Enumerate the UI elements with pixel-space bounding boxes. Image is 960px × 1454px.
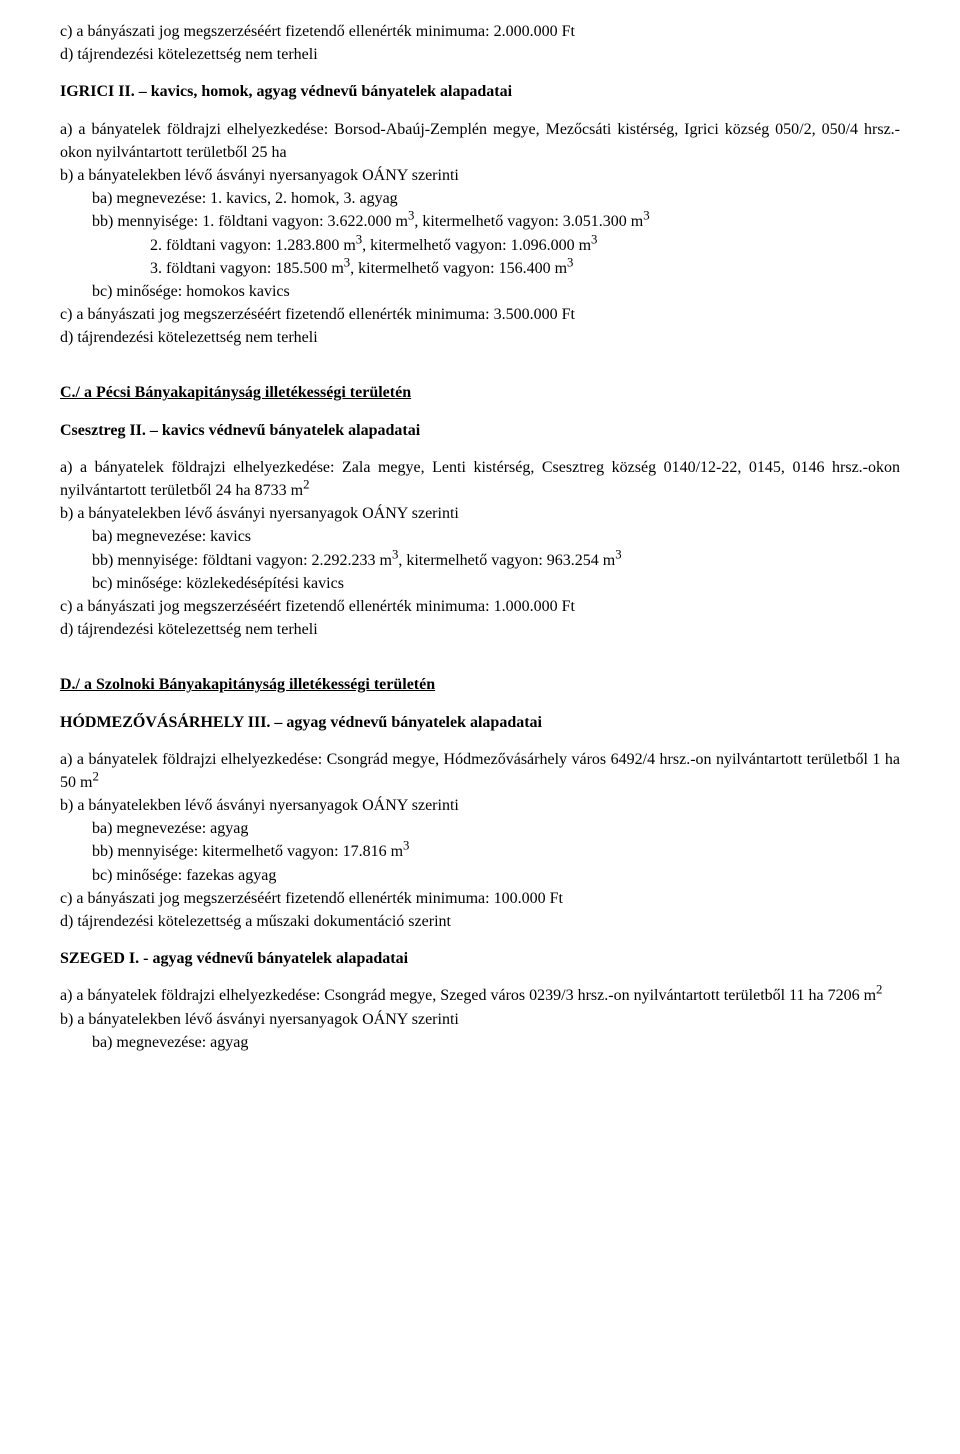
block5-line-a: a) a bányatelek földrajzi elhelyezkedése… bbox=[60, 984, 900, 1007]
block4-line-c: c) a bányászati jog megszerzéséért fizet… bbox=[60, 887, 900, 910]
block1-line-c: c) a bányászati jog megszerzéséért fizet… bbox=[60, 20, 900, 43]
block2-bb2-text2: , kitermelhető vagyon: 1.096.000 m bbox=[362, 237, 591, 254]
block2-line-bb2: 2. földtani vagyon: 1.283.800 m 3, kiterm… bbox=[60, 234, 900, 257]
block2-bb2-text1: 2. földtani vagyon: 1.283.800 m bbox=[150, 237, 356, 254]
block4-line-d: d) tájrendezési kötelezettség a műszaki … bbox=[60, 910, 900, 933]
block2-bb-text1: bb) mennyisége: 1. földtani vagyon: 3.62… bbox=[92, 213, 408, 230]
block3-line-d: d) tájrendezési kötelezettség nem terhel… bbox=[60, 618, 900, 641]
block4-line-ba: ba) megnevezése: agyag bbox=[60, 817, 900, 840]
block3-line-c: c) a bányászati jog megszerzéséért fizet… bbox=[60, 595, 900, 618]
block2-line-bb: bb) mennyisége: 1. földtani vagyon: 3.62… bbox=[60, 210, 900, 233]
block2-bb3-sup2: 3 bbox=[567, 255, 573, 269]
block5-title: SZEGED I. - agyag védnevű bányatelek ala… bbox=[60, 947, 900, 970]
block4-bb-text1: bb) mennyisége: kitermelhető vagyon: 17.… bbox=[92, 843, 403, 860]
section-c-heading: C./ a Pécsi Bányakapitányság illetékessé… bbox=[60, 381, 900, 404]
block4-line-bb: bb) mennyisége: kitermelhető vagyon: 17.… bbox=[60, 840, 900, 863]
block2-bb-text2: , kitermelhető vagyon: 3.051.300 m bbox=[414, 213, 643, 230]
block5-line-b: b) a bányatelekben lévő ásványi nyersany… bbox=[60, 1008, 900, 1031]
block2-bb-sup2: 3 bbox=[643, 209, 649, 223]
block3-bb-text2: , kitermelhető vagyon: 963.254 m bbox=[398, 552, 615, 569]
block2-title: IGRICI II. – kavics, homok, agyag védnev… bbox=[60, 80, 900, 103]
block3-line-a: a) a bányatelek földrajzi elhelyezkedése… bbox=[60, 456, 900, 502]
block3-line-b: b) a bányatelekben lévő ásványi nyersany… bbox=[60, 502, 900, 525]
block2-bb2-sup2: 3 bbox=[591, 232, 597, 246]
block3-a-sup: 2 bbox=[303, 478, 309, 492]
block2-line-ba: ba) megnevezése: 1. kavics, 2. homok, 3.… bbox=[60, 187, 900, 210]
block2-line-b: b) a bányatelekben lévő ásványi nyersany… bbox=[60, 164, 900, 187]
block3-bb-text1: bb) mennyisége: földtani vagyon: 2.292.2… bbox=[92, 552, 392, 569]
block3-line-bc: bc) minősége: közlekedésépítési kavics bbox=[60, 572, 900, 595]
block3-line-bb: bb) mennyisége: földtani vagyon: 2.292.2… bbox=[60, 549, 900, 572]
block4-title: HÓDMEZŐVÁSÁRHELY III. – agyag védnevű bá… bbox=[60, 711, 900, 734]
block5-a-sup: 2 bbox=[876, 983, 882, 997]
block3-line-ba: ba) megnevezése: kavics bbox=[60, 525, 900, 548]
block4-line-b: b) a bányatelekben lévő ásványi nyersany… bbox=[60, 794, 900, 817]
block2-line-bc: bc) minősége: homokos kavics bbox=[60, 280, 900, 303]
block2-line-a: a) a bányatelek földrajzi elhelyezkedése… bbox=[60, 118, 900, 164]
block2-bb3-text2: , kitermelhető vagyon: 156.400 m bbox=[350, 260, 567, 277]
block2-bb3-text1: 3. földtani vagyon: 185.500 m bbox=[150, 260, 344, 277]
block2-line-bb3: 3. földtani vagyon: 185.500 m 3, kitermel… bbox=[60, 257, 900, 280]
section-d-heading: D./ a Szolnoki Bányakapitányság illetéke… bbox=[60, 673, 900, 696]
block2-line-d: d) tájrendezési kötelezettség nem terhel… bbox=[60, 326, 900, 349]
block3-bb-sup2: 3 bbox=[615, 547, 621, 561]
block3-a-text: a) a bányatelek földrajzi elhelyezkedése… bbox=[60, 459, 900, 499]
block1-line-d: d) tájrendezési kötelezettség nem terhel… bbox=[60, 43, 900, 66]
block5-a-text: a) a bányatelek földrajzi elhelyezkedése… bbox=[60, 987, 876, 1004]
block3-title: Csesztreg II. – kavics védnevű bányatele… bbox=[60, 419, 900, 442]
block4-line-a: a) a bányatelek földrajzi elhelyezkedése… bbox=[60, 748, 900, 794]
block4-line-bc: bc) minősége: fazekas agyag bbox=[60, 864, 900, 887]
block4-a-sup: 2 bbox=[92, 770, 98, 784]
block4-bb-sup1: 3 bbox=[403, 839, 409, 853]
block4-a-text: a) a bányatelek földrajzi elhelyezkedése… bbox=[60, 751, 900, 791]
block5-line-ba: ba) megnevezése: agyag bbox=[60, 1031, 900, 1054]
block2-line-c: c) a bányászati jog megszerzéséért fizet… bbox=[60, 303, 900, 326]
